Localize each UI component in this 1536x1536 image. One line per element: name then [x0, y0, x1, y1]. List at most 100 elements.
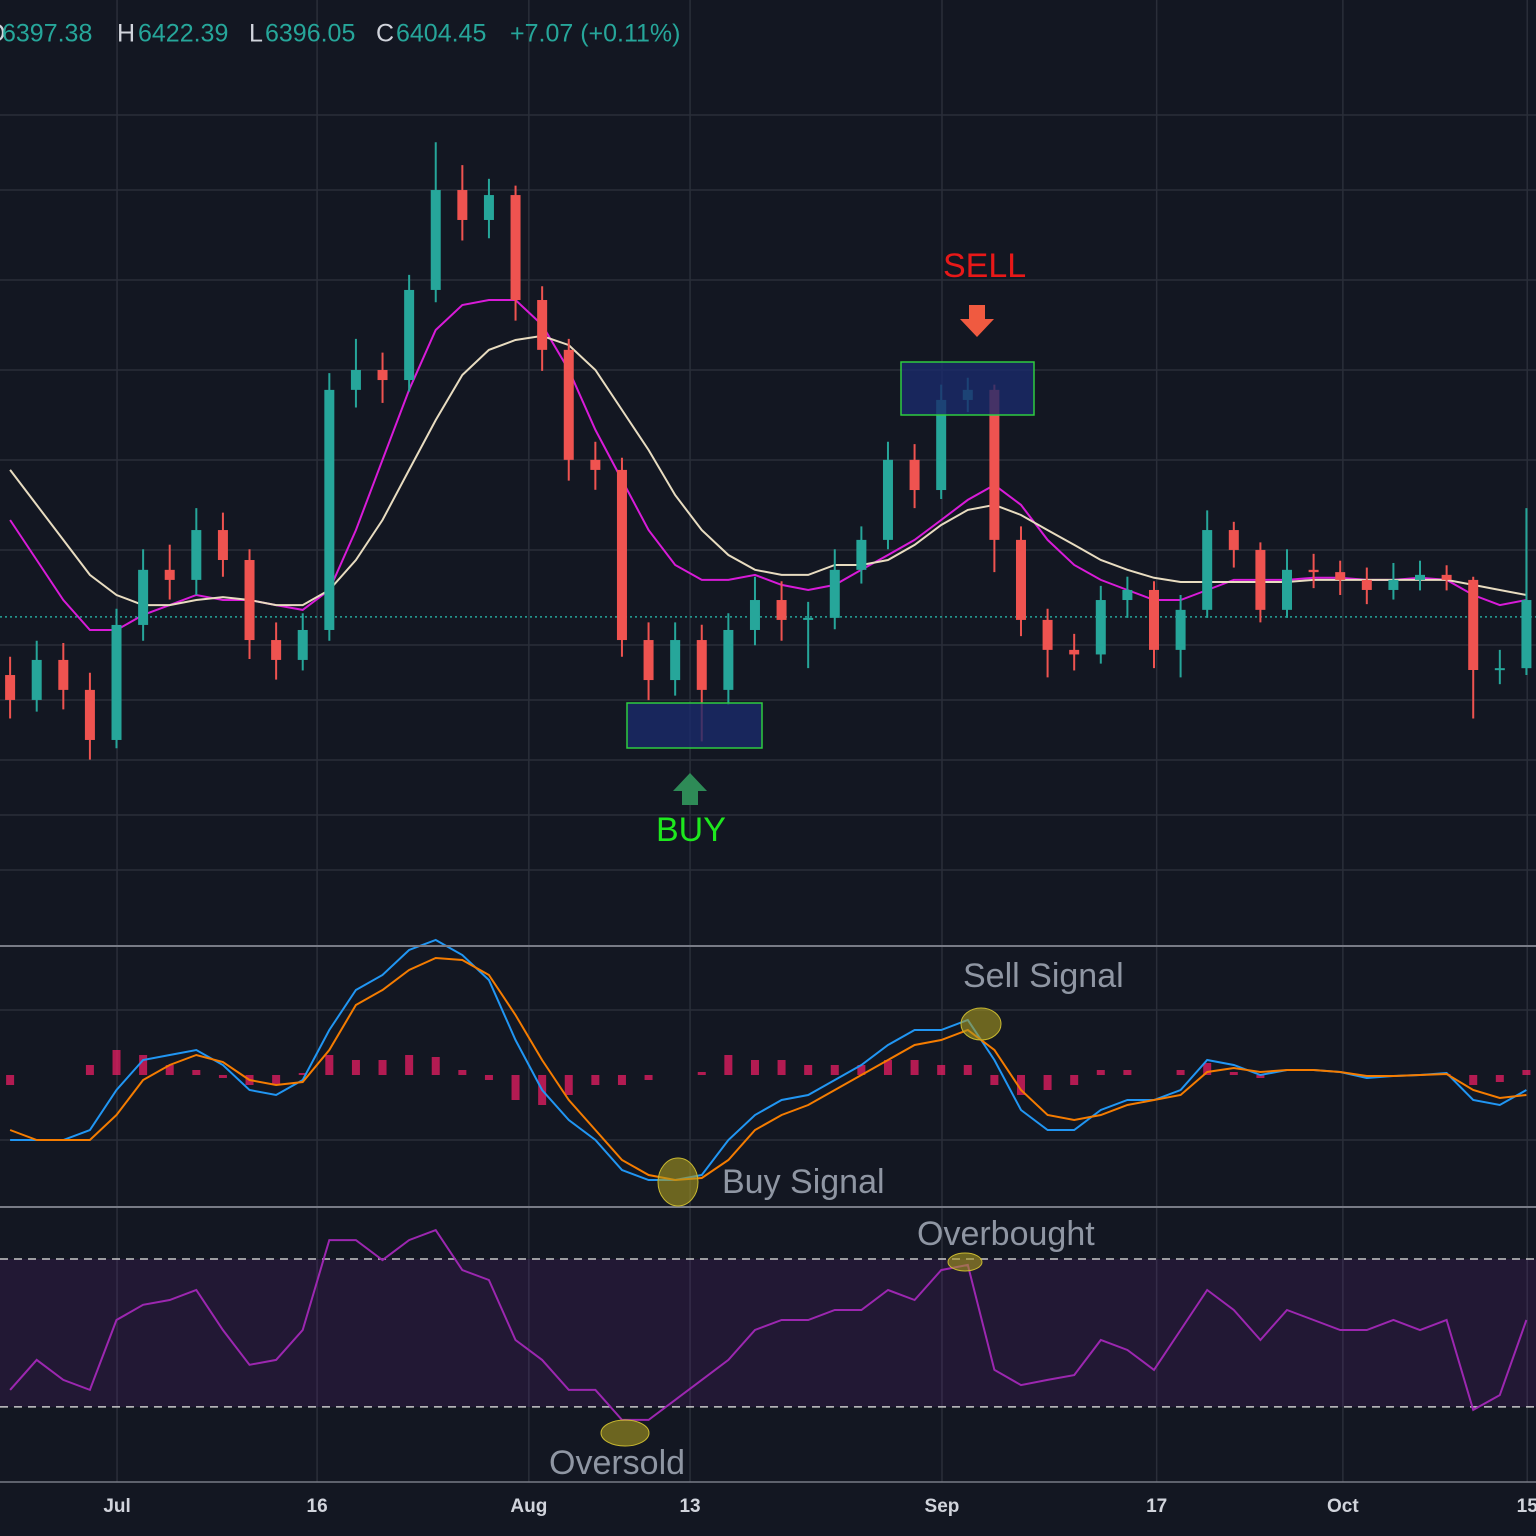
sell-arrow — [960, 305, 994, 337]
candle-body — [1015, 539, 1026, 620]
histogram-bar — [405, 1055, 414, 1075]
candle-body — [989, 389, 1000, 540]
candle-body — [84, 689, 95, 740]
candle-body — [723, 629, 734, 690]
macd-line — [10, 938, 1527, 1181]
histogram-bar — [963, 1065, 972, 1075]
candle-body — [430, 190, 441, 290]
candle-body — [882, 459, 893, 540]
candle-body — [909, 459, 920, 491]
histogram-bar — [272, 1075, 281, 1085]
histogram-bar — [218, 1075, 227, 1078]
candle-body — [643, 640, 654, 681]
signal-highlight — [600, 1419, 650, 1447]
histogram-bar — [1043, 1075, 1052, 1090]
candle-body — [1202, 530, 1213, 610]
candle-body — [1441, 574, 1452, 580]
candle-body — [138, 569, 149, 625]
candle-body — [936, 399, 947, 491]
histogram-bar — [990, 1075, 999, 1085]
signal-highlight — [657, 1157, 699, 1207]
candle-body — [1415, 574, 1426, 580]
candle-body — [244, 560, 255, 641]
candle-body — [1494, 668, 1505, 671]
histogram-bar — [564, 1075, 573, 1095]
candle-body — [5, 675, 16, 700]
candle-body — [1521, 600, 1532, 669]
moving-average — [9, 334, 1527, 607]
histogram-bar — [644, 1075, 653, 1080]
histogram-bar — [298, 1073, 307, 1075]
x-tick-label: Sep — [925, 1496, 960, 1517]
signal-highlight — [960, 1007, 1002, 1041]
candle-body — [1175, 609, 1186, 650]
candle-body — [803, 617, 814, 620]
candle-body — [1361, 579, 1372, 590]
histogram-bar — [165, 1065, 174, 1075]
candle-body — [350, 369, 361, 390]
ohlc-key: O — [0, 20, 5, 48]
candle-body — [483, 195, 494, 220]
rsi-band — [0, 1258, 1536, 1407]
histogram-bar — [910, 1060, 919, 1075]
histogram-bar — [1176, 1070, 1185, 1075]
histogram-bar — [351, 1060, 360, 1075]
histogram-bar — [6, 1075, 15, 1085]
histogram-bar — [378, 1060, 387, 1075]
candle-body — [590, 459, 601, 470]
candle-body — [696, 640, 707, 690]
x-tick-label: Oct — [1327, 1496, 1359, 1517]
candle-body — [58, 659, 69, 690]
overbought-label: Overbought — [917, 1215, 1095, 1253]
change: +7.07 (+0.11%) — [510, 20, 680, 48]
histogram-bar — [85, 1065, 94, 1075]
histogram-bar — [1495, 1075, 1504, 1082]
histogram-bar — [484, 1075, 493, 1080]
candle-body — [1148, 589, 1159, 650]
candle-body — [324, 389, 335, 630]
rsi-line — [9, 1228, 1528, 1421]
candle-body — [776, 600, 787, 620]
candle-body — [670, 640, 681, 681]
histogram-bar — [804, 1065, 813, 1075]
candle-body — [377, 369, 388, 381]
ohlc-value: 6397.38 — [2, 20, 92, 48]
candle-body — [1255, 549, 1266, 610]
buy-arrow — [673, 773, 707, 805]
histogram-bar — [431, 1057, 440, 1075]
x-tick-label: Jul — [103, 1496, 130, 1517]
candle-body — [111, 624, 122, 740]
buy-signal-label: Buy Signal — [722, 1163, 885, 1201]
histogram-bar — [1229, 1072, 1238, 1075]
histogram-bar — [139, 1055, 148, 1075]
candle-body — [537, 300, 548, 350]
histogram-bar — [750, 1060, 759, 1075]
candle-body — [297, 629, 308, 660]
x-tick-label: 16 — [307, 1496, 328, 1517]
histogram-bar — [325, 1055, 334, 1075]
ohlc-value: 6404.45 — [396, 20, 486, 48]
sell-zone — [900, 361, 1035, 416]
histogram-bar — [511, 1075, 520, 1100]
histogram-bar — [192, 1070, 201, 1075]
candle-body — [1388, 579, 1399, 590]
buy-label: BUY — [656, 811, 726, 849]
histogram-bar — [458, 1070, 467, 1075]
histogram-bar — [591, 1075, 600, 1085]
candle-body — [510, 195, 521, 301]
ohlc-value: 6396.05 — [265, 20, 355, 48]
candle-body — [1335, 572, 1346, 580]
ohlc-key: L — [249, 20, 263, 48]
histogram-bar — [1203, 1063, 1212, 1075]
x-tick-label: 15 — [1517, 1496, 1536, 1517]
histogram-bar — [1070, 1075, 1079, 1085]
candle-body — [271, 640, 282, 660]
histogram-bar — [777, 1060, 786, 1075]
candle-body — [829, 569, 840, 618]
plot: Jul 16 Aug 13 Sep 17 Oct 15 — [0, 142, 1536, 1517]
x-tick-label: 13 — [679, 1496, 700, 1517]
histogram-bar — [830, 1065, 839, 1075]
histogram-bar — [1016, 1075, 1025, 1095]
